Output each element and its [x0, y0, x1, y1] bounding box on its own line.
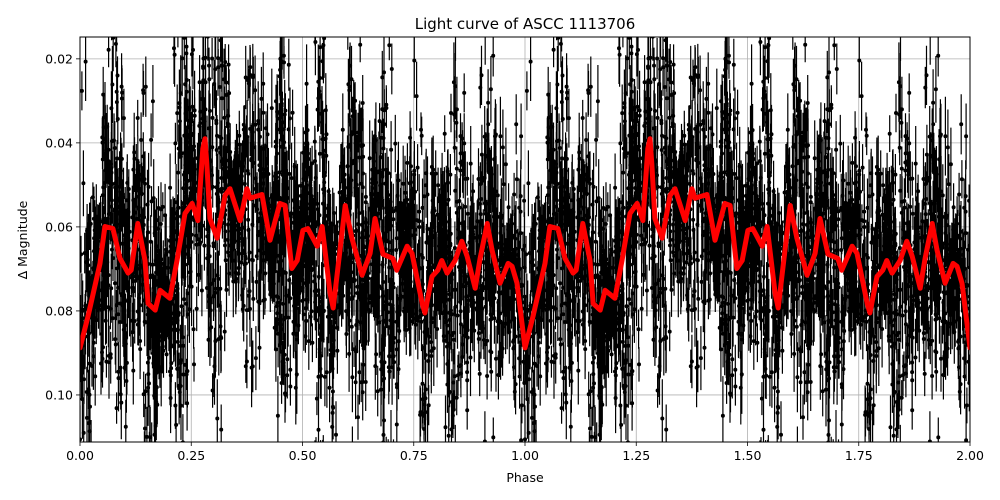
y-tick-label: 0.10: [45, 387, 73, 402]
y-axis-ticks: 0.02 0.04 0.06 0.08 0.10: [45, 51, 80, 402]
y-axis-label: Δ Magnitude: [15, 200, 30, 279]
x-tick-label: 1.50: [734, 448, 762, 463]
chart-title: Light curve of ASCC 1113706: [415, 15, 636, 33]
x-tick-label: 1.00: [511, 448, 539, 463]
x-tick-label: 1.25: [622, 448, 650, 463]
y-tick-label: 0.08: [45, 303, 73, 318]
x-tick-label: 0.00: [66, 448, 94, 463]
model-curve: [80, 136, 970, 351]
y-tick-label: 0.06: [45, 219, 73, 234]
x-tick-label: 0.50: [289, 448, 317, 463]
x-tick-label: 0.75: [400, 448, 428, 463]
x-axis-label: Phase: [506, 470, 544, 485]
x-tick-label: 1.75: [845, 448, 873, 463]
y-tick-label: 0.04: [45, 135, 73, 150]
y-tick-label: 0.02: [45, 51, 73, 66]
observation-points: [80, 37, 970, 442]
x-axis-ticks: 0.00 0.25 0.50 0.75 1.00 1.25 1.50 1.75 2.00: [66, 442, 984, 463]
x-tick-label: 0.25: [177, 448, 205, 463]
x-tick-label: 2.00: [956, 448, 984, 463]
